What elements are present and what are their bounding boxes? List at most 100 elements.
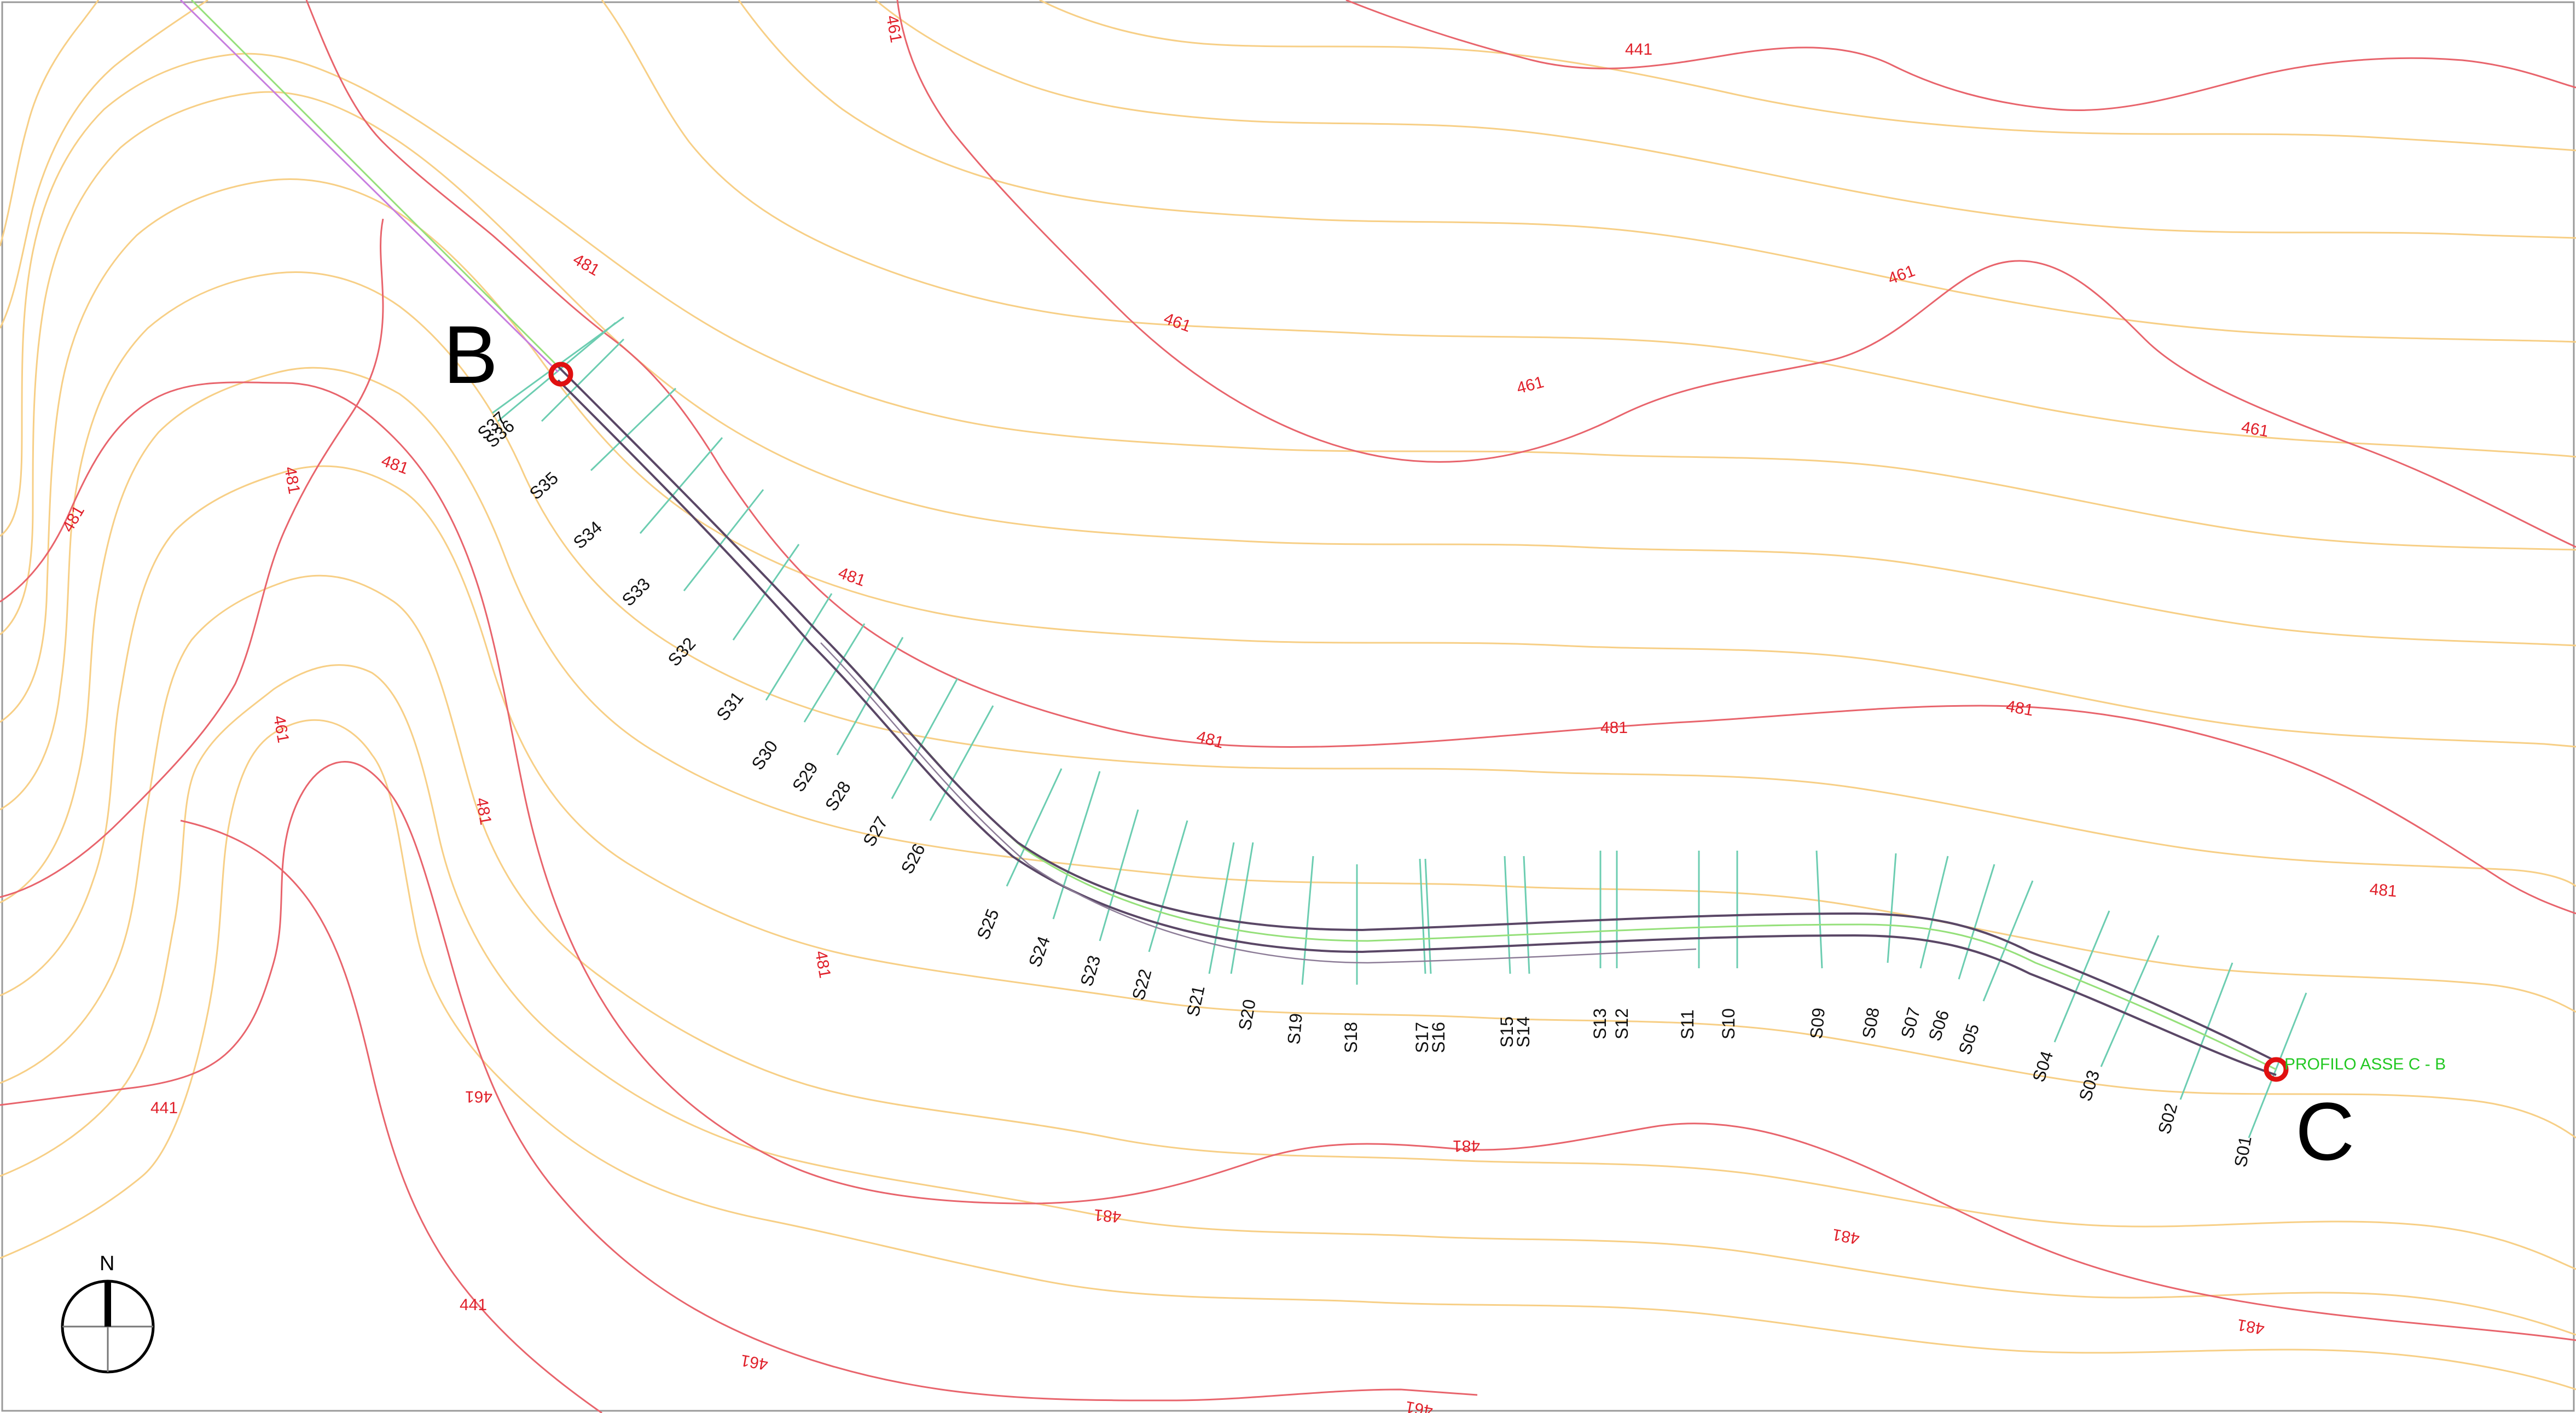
- section-label-s31: S31: [712, 688, 747, 724]
- section-line-s15: [1504, 856, 1511, 974]
- section-label-s32: S32: [664, 633, 699, 670]
- section-label-s21: S21: [1183, 984, 1209, 1018]
- contour-label: 461: [1404, 1397, 1434, 1413]
- contour-label: 481: [1093, 1206, 1122, 1226]
- contour-label: 461: [883, 14, 905, 44]
- contour-line: [0, 53, 2576, 551]
- contour-line: [0, 574, 2576, 1270]
- section-label-s35: S35: [526, 468, 562, 503]
- section-label-s33: S33: [618, 574, 654, 610]
- section-label-s22: S22: [1128, 967, 1156, 1002]
- section-line-s36: [497, 322, 616, 422]
- station-c-label: C: [2295, 1085, 2354, 1177]
- section-label-s12: S12: [1612, 1008, 1632, 1039]
- contour-line: [0, 91, 2576, 647]
- section-label-s28: S28: [821, 777, 855, 814]
- contour-line: [0, 367, 2576, 1013]
- station-c-marker: [2264, 1057, 2289, 1082]
- contour-label: 481: [59, 503, 88, 536]
- section-line-s06: [1958, 864, 1995, 980]
- section-line-s33: [639, 437, 723, 534]
- contour-label: 461: [2240, 418, 2270, 440]
- road-offset-line: [179, 0, 559, 373]
- contour-label: 481: [570, 250, 603, 280]
- section-label-s24: S24: [1025, 934, 1054, 970]
- contour-label: 461: [465, 1088, 492, 1106]
- contour-line: [305, 0, 2576, 915]
- section-line-s35: [541, 338, 625, 422]
- contour-label: 461: [739, 1351, 769, 1373]
- station-b: B: [443, 309, 573, 400]
- contour-label: 481: [2369, 880, 2398, 900]
- section-label-s14: S14: [1513, 1016, 1533, 1048]
- contour-line: [0, 465, 2576, 1139]
- section-line-s21: [1208, 842, 1235, 974]
- contour-line: [0, 664, 2576, 1336]
- contour-line: [1345, 0, 2576, 112]
- contour-line: [0, 761, 1478, 1402]
- road-alignment: [179, 0, 2277, 1076]
- contour-label: 481: [1600, 719, 1628, 737]
- contour-labels: 461 441 481 461 461 461 461 481 481 481 …: [59, 14, 2398, 1413]
- section-line-s24: [1052, 771, 1101, 920]
- contour-label: 481: [1453, 1137, 1480, 1155]
- section-line-s30: [765, 593, 833, 701]
- section-line-s17: [1419, 858, 1426, 974]
- section-line-s07: [1919, 856, 1949, 969]
- section-label-s01: S01: [2230, 1135, 2255, 1168]
- section-label-s34: S34: [570, 517, 606, 553]
- contour-line: [180, 819, 602, 1413]
- contour-line: [896, 0, 2576, 548]
- section-line-s01: [2248, 992, 2307, 1138]
- section-line-s16: [1424, 858, 1432, 974]
- section-line-s02: [2179, 962, 2233, 1100]
- section-label-s25: S25: [973, 906, 1003, 942]
- station-b-label: B: [443, 309, 498, 400]
- section-label-s06: S06: [1924, 1008, 1953, 1043]
- road-edge-line: [557, 379, 2277, 1076]
- section-label-s16: S16: [1429, 1022, 1448, 1053]
- section-line-s32: [683, 489, 764, 591]
- contour-line: [601, 0, 2576, 458]
- contour-line: [738, 0, 2576, 343]
- contour-label: 481: [1194, 728, 1226, 752]
- profile-label: PROFILO ASSE C - B: [2284, 1055, 2446, 1073]
- contour-label: 441: [460, 1296, 487, 1314]
- contour-label: 461: [1515, 373, 1546, 398]
- section-label-s13: S13: [1590, 1008, 1610, 1039]
- contour-label: 481: [2005, 697, 2035, 719]
- section-line-s25: [1006, 768, 1063, 887]
- contour-line: [0, 0, 100, 247]
- contour-label: 481: [472, 796, 495, 826]
- section-line-s09: [1815, 850, 1823, 969]
- section-label-s08: S08: [1858, 1006, 1883, 1040]
- contour-line: [0, 178, 2576, 748]
- section-label-s27: S27: [859, 813, 892, 850]
- road-edge-line: [557, 365, 2277, 1062]
- section-line-s04: [2053, 910, 2110, 1043]
- section-line-s26: [929, 705, 994, 821]
- contour-label: 441: [1625, 40, 1652, 59]
- section-label-s09: S09: [1806, 1007, 1829, 1040]
- section-label-s17: S17: [1412, 1022, 1432, 1053]
- section-label-s20: S20: [1234, 998, 1259, 1032]
- station-b-marker: [548, 362, 573, 387]
- road-edge-line: [820, 642, 1368, 964]
- section-line-s22: [1148, 820, 1188, 952]
- contour-line: [0, 0, 208, 329]
- contour-label: 441: [150, 1099, 178, 1117]
- contour-line: [0, 218, 384, 898]
- section-label-s18: S18: [1341, 1022, 1361, 1053]
- contour-line: [875, 0, 2576, 239]
- contour-line: [1039, 0, 2576, 152]
- section-line-s31: [732, 544, 800, 641]
- road-axis-line: [190, 0, 2277, 1071]
- section-label-s10: S10: [1719, 1008, 1738, 1039]
- section-line-s29: [803, 623, 866, 723]
- road-edge-line: [1367, 948, 1697, 964]
- section-label-s19: S19: [1284, 1013, 1306, 1045]
